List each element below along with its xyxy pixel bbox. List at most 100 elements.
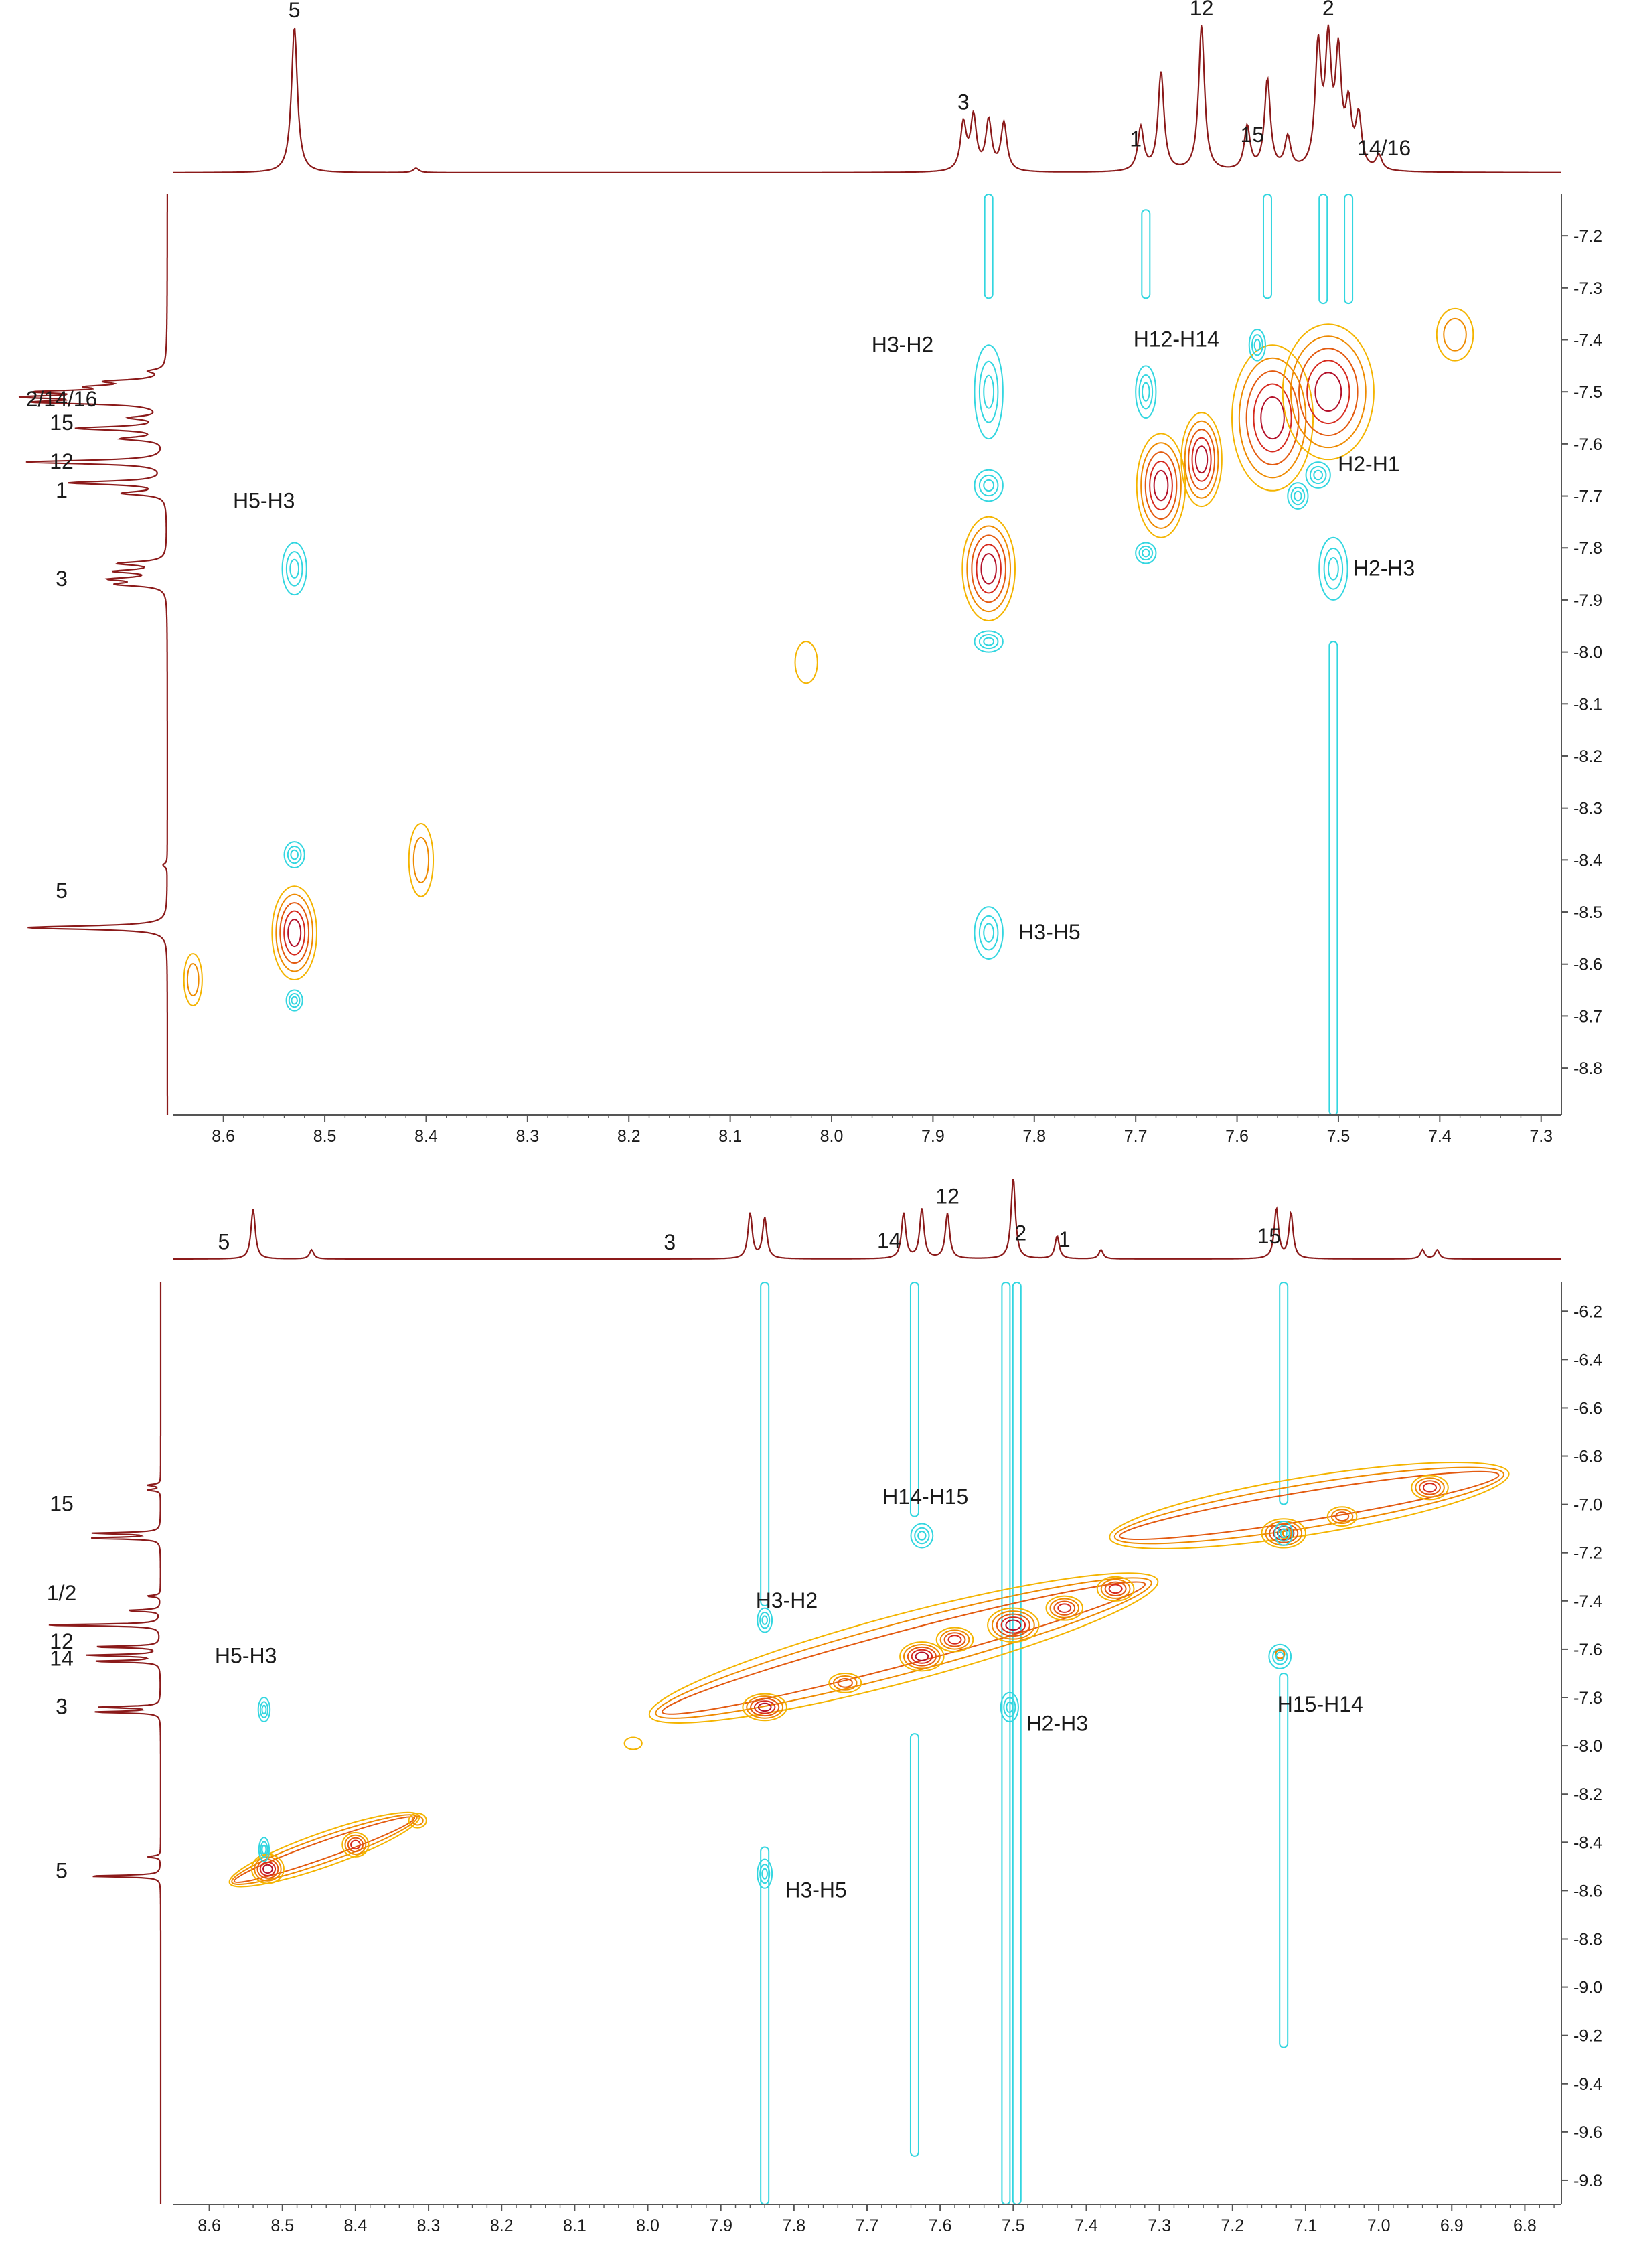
left-peak-label: 12 — [50, 1629, 74, 1653]
correlation-annotation: H5-H3 — [233, 488, 295, 512]
negative-t1-streak — [909, 1282, 919, 1517]
left-peak-label: 3 — [56, 566, 68, 591]
x-tick-label: 7.5 — [1327, 1127, 1350, 1146]
cross-peak-contour — [759, 1611, 771, 1629]
x-tick-label: 7.6 — [929, 2216, 952, 2235]
diagonal-peak-contour — [1443, 317, 1467, 352]
y-tick-label: -7.0 — [1573, 1496, 1602, 1515]
y-tick-label: -7.8 — [1573, 1689, 1602, 1708]
y-tick-label: -6.2 — [1573, 1302, 1602, 1321]
cross-peak-contour — [978, 360, 999, 423]
x-tick-label: 7.1 — [1294, 2216, 1318, 2235]
y-tick-label: -6.4 — [1573, 1351, 1602, 1369]
x-tick-label: 8.1 — [718, 1127, 742, 1146]
correlation-annotation: H2-H3 — [1353, 556, 1415, 580]
diagonal-peak-contour — [259, 1861, 277, 1876]
x-tick-label: 7.6 — [1225, 1127, 1249, 1146]
y-tick-label: -8.6 — [1573, 1882, 1602, 1900]
cross-peak-contour — [1318, 536, 1348, 601]
negative-t1-streak — [760, 1282, 770, 1607]
top-peak-label: 12 — [935, 1184, 959, 1208]
left-peak-label: 3 — [56, 1694, 68, 1718]
top-peak-label: 14/16 — [1357, 136, 1411, 160]
diagonal-peak-contour — [911, 1649, 933, 1664]
positive-cross-peak — [1274, 1649, 1286, 1659]
top-peak-label: 15 — [1240, 123, 1264, 147]
top-peak-label: 1 — [1059, 1227, 1071, 1252]
diagonal-peak-contour — [287, 919, 302, 948]
cross-peak-contour — [978, 633, 999, 650]
diagonal-peak-contour — [1184, 420, 1219, 499]
x-tick-label: 8.5 — [313, 1127, 337, 1146]
x-tick-label: 8.2 — [617, 1127, 641, 1146]
y-tick-label: -6.8 — [1573, 1448, 1602, 1466]
top-projection-spectrum — [173, 1179, 1561, 1260]
cross-peak-contour — [761, 1868, 768, 1880]
cross-peak-contour — [290, 849, 299, 860]
correlation-annotation: H5-H3 — [215, 1644, 277, 1668]
cross-peak-contour — [761, 1615, 768, 1625]
x-tick-label: 7.5 — [1002, 2216, 1025, 2235]
diagonal-peak-contour — [757, 1702, 772, 1712]
cross-peak-contour — [257, 1697, 271, 1723]
diagonal-peak-contour — [753, 1700, 776, 1714]
y-tick-label: -8.5 — [1573, 903, 1602, 922]
y-tick-label: -8.7 — [1573, 1007, 1602, 1026]
diagonal-peak-contour — [742, 1693, 787, 1722]
diagonal-peak-contour — [1298, 348, 1359, 437]
diagonal-peak-contour — [283, 910, 306, 956]
correlation-annotation: H12-H14 — [1134, 327, 1219, 352]
diagonal-peak-contour — [262, 1864, 273, 1874]
cross-peak-contour — [983, 374, 995, 409]
cross-peak-contour — [983, 923, 995, 943]
cross-peak-contour — [1272, 1648, 1288, 1665]
cross-peak-contour — [283, 841, 305, 869]
x-tick-label: 8.2 — [490, 2216, 514, 2235]
y-tick-label: -8.1 — [1573, 695, 1602, 714]
cross-peak-contour — [259, 1701, 269, 1718]
diagonal-peak-contour — [1000, 1616, 1026, 1634]
y-tick-label: -8.0 — [1573, 1737, 1602, 1756]
correlation-annotation: H3-H5 — [785, 1878, 846, 1902]
diagonal-peak-contour — [350, 1839, 361, 1850]
cross-peak-contour — [1323, 548, 1344, 590]
correlation-annotation: H2-H1 — [1338, 452, 1399, 476]
left-peak-label: 12 — [50, 449, 74, 473]
correlation-annotation: H3-H2 — [756, 1588, 818, 1612]
x-tick-label: 8.6 — [212, 1127, 235, 1146]
diagonal-peak-contour — [1149, 460, 1173, 511]
diagonal-peak-contour — [1436, 307, 1474, 362]
diagonal-peak-contour — [1191, 437, 1212, 482]
negative-t1-streak — [909, 1733, 919, 2157]
diagonal-peak-contour — [1290, 335, 1367, 449]
top-peak-label: 3 — [664, 1230, 676, 1254]
x-tick-label: 7.3 — [1148, 2216, 1171, 2235]
x-tick-label: 8.0 — [820, 1127, 844, 1146]
cross-peak-contour — [281, 542, 307, 596]
diagonal-peak-contour — [1423, 1483, 1438, 1493]
diagonal-peak-contour — [1057, 1603, 1072, 1613]
diagonal-peak-contour — [1194, 445, 1209, 474]
left-peak-label: 1 — [56, 478, 68, 502]
negative-t1-streak — [1279, 1282, 1289, 1505]
diagonal-peak-contour — [1238, 357, 1307, 479]
y-tick-label: -7.7 — [1573, 487, 1602, 506]
left-peak-label: 2/14/16 — [26, 387, 98, 411]
diagonal-peak-contour — [1330, 1509, 1354, 1525]
diagonal-peak-contour — [828, 1672, 862, 1693]
cross-peak-contour — [1006, 1701, 1014, 1713]
y-tick-label: -8.8 — [1573, 1059, 1602, 1078]
cross-peak-contour — [1138, 374, 1154, 410]
cross-peak-contour — [260, 1841, 268, 1858]
x-tick-label: 7.7 — [856, 2216, 879, 2235]
x-tick-label: 8.6 — [198, 2216, 221, 2235]
diagonal-peak-contour — [183, 953, 203, 1006]
y-tick-label: -8.6 — [1573, 956, 1602, 974]
diagonal-peak-contour — [837, 1677, 853, 1688]
diagonal-peak-contour — [408, 822, 435, 897]
y-tick-label: -6.6 — [1573, 1399, 1602, 1418]
y-tick-label: -7.4 — [1573, 331, 1602, 350]
diagonal-peak-contour — [1153, 469, 1169, 502]
diagonal-peak-contour — [1231, 344, 1314, 492]
